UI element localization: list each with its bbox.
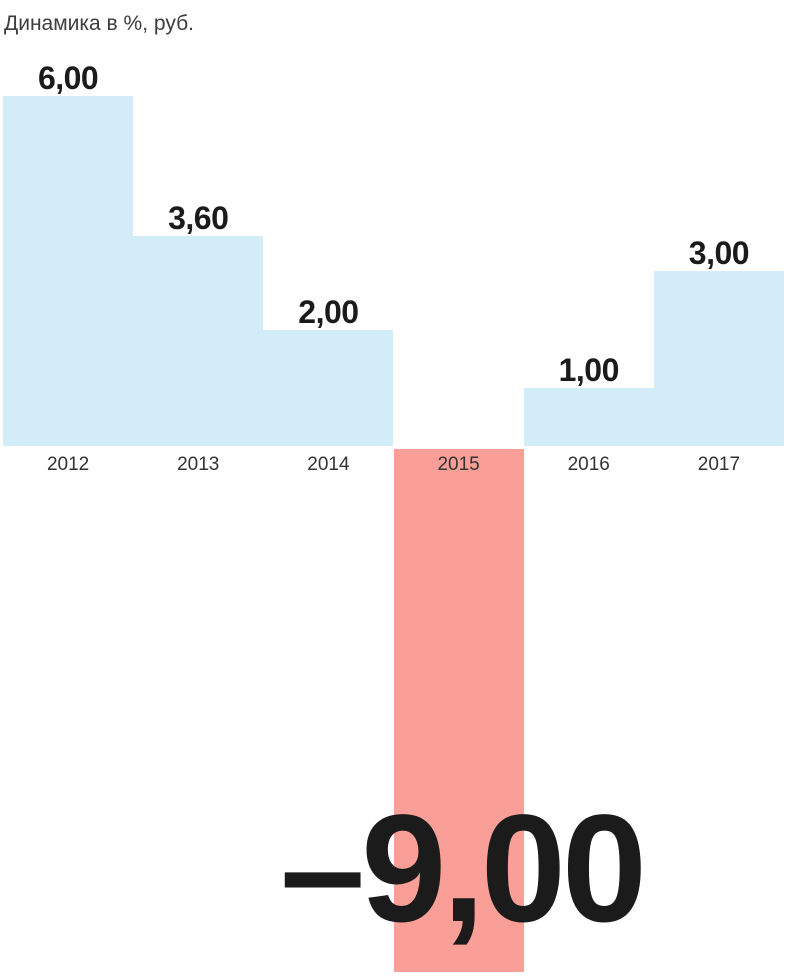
bar-2016	[523, 388, 654, 447]
value-label-2015: –9,00	[280, 783, 647, 954]
x-axis-label-2012: 2012	[46, 454, 90, 475]
bar-2013	[133, 236, 264, 447]
x-axis-label-2014: 2014	[307, 454, 350, 475]
value-label-2013: 3,60	[168, 200, 229, 237]
value-label-2016: 1,00	[558, 352, 620, 389]
x-axis-label-2016: 2016	[567, 454, 610, 475]
bar-2015	[393, 448, 524, 973]
x-axis-label-2015: 2015	[437, 454, 480, 475]
value-label-2012: 6,00	[37, 60, 99, 97]
chart-title: Динамика в %, руб.	[4, 12, 194, 35]
x-axis-label-2017: 2017	[697, 454, 741, 475]
value-label-2017: 3,00	[688, 235, 750, 272]
bar-2012	[3, 96, 134, 447]
x-axis-label-2013: 2013	[177, 454, 220, 475]
bar-2014	[263, 329, 394, 447]
bar-2017	[653, 271, 784, 447]
value-label-2014: 2,00	[298, 293, 359, 330]
